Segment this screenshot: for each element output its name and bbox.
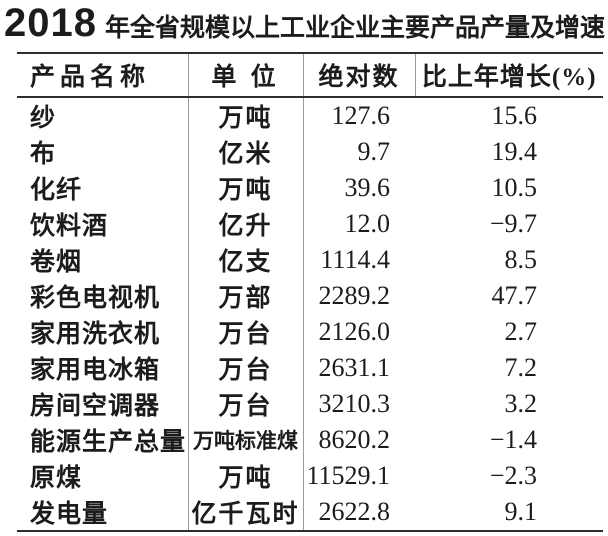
table-row: 原煤 万吨 11529.1 −2.3 [17, 458, 603, 494]
product-name-cell: 卷烟 [17, 242, 189, 278]
absolute-value-cell: 8620.2 [318, 425, 391, 454]
col-header-unit: 单 位 [188, 53, 304, 98]
growth-cell: 3.2 [504, 389, 538, 418]
absolute-value-cell: 9.7 [357, 137, 391, 166]
title-year: 2018 [4, 1, 97, 45]
table-header-row: 产品名称 单 位 绝对数 比上年增长(%) [17, 53, 603, 98]
absolute-value-cell: 1114.4 [320, 245, 390, 274]
growth-cell: 2.7 [504, 317, 538, 346]
table-row: 家用电冰箱 万台 2631.1 7.2 [17, 350, 603, 386]
growth-cell: 47.7 [491, 281, 538, 310]
table-row: 能源生产总量 万吨标准煤 8620.2 −1.4 [17, 422, 603, 458]
absolute-value-cell: 127.6 [331, 101, 391, 130]
table-row: 化纤 万吨 39.6 10.5 [17, 170, 603, 206]
product-name-cell: 发电量 [17, 494, 189, 531]
absolute-value-cell: 2622.8 [318, 497, 391, 526]
col-header-product-name: 产品名称 [17, 53, 189, 98]
col-header-yoy-growth: 比上年增长(%) [415, 53, 603, 98]
growth-cell: −9.7 [489, 209, 537, 238]
growth-cell: −2.3 [489, 461, 537, 490]
table-body: 纱万吨 127.6 15.6 布亿米 9.7 19.4 化纤 万吨 39.6 10.5 饮料酒 亿升 1… [17, 97, 603, 531]
unit-cell: 万部 [188, 278, 304, 314]
unit-cell: 亿升 [188, 206, 304, 242]
products-output-table: 产品名称 单 位 绝对数 比上年增长(%) 纱万吨 127.6 15.6 布亿米 9.7… [17, 52, 603, 532]
absolute-value-cell: 39.6 [344, 173, 391, 202]
absolute-value-cell: 2631.1 [318, 353, 391, 382]
product-name-cell: 家用洗衣机 [17, 314, 189, 350]
product-name-cell: 化纤 [17, 170, 189, 206]
table-row: 布亿米 9.7 19.4 [17, 134, 603, 170]
unit-cell: 亿千瓦时 [188, 494, 304, 531]
product-name-cell: 能源生产总量 [17, 422, 189, 458]
absolute-value-cell: 12.0 [344, 209, 391, 238]
col-header-absolute-value: 绝对数 [303, 53, 416, 98]
growth-cell: 9.1 [504, 497, 538, 526]
absolute-value-cell: 2126.0 [318, 317, 391, 346]
table-row: 饮料酒 亿升 12.0 −9.7 [17, 206, 603, 242]
growth-cell: 19.4 [491, 137, 538, 166]
product-name-cell: 原煤 [17, 458, 189, 494]
page-title: 2018 年全省规模以上工业企业主要产品产量及增速 [4, 0, 605, 52]
growth-cell: −1.4 [489, 425, 537, 454]
unit-cell: 万吨 [188, 170, 304, 206]
unit-cell: 万台 [188, 386, 304, 422]
table-row: 发电量 亿千瓦时 2622.8 9.1 [17, 494, 603, 531]
product-name-cell: 纱 [17, 97, 189, 134]
absolute-value-cell: 3210.3 [318, 389, 391, 418]
unit-cell: 万台 [188, 350, 304, 386]
product-name-cell: 家用电冰箱 [17, 350, 189, 386]
growth-cell: 10.5 [491, 173, 538, 202]
unit-cell: 亿米 [188, 134, 304, 170]
table-row: 房间空调器 万台 3210.3 3.2 [17, 386, 603, 422]
growth-cell: 15.6 [491, 101, 538, 130]
title-text: 年全省规模以上工业企业主要产品产量及增速 [104, 15, 605, 42]
table-row: 卷烟 亿支 1114.4 8.5 [17, 242, 603, 278]
unit-cell: 万吨标准煤 [188, 422, 304, 458]
table-row: 纱万吨 127.6 15.6 [17, 97, 603, 134]
product-name-cell: 房间空调器 [17, 386, 189, 422]
unit-cell: 万台 [188, 314, 304, 350]
product-name-cell: 布 [17, 134, 189, 170]
absolute-value-cell: 11529.1 [306, 461, 390, 490]
growth-cell: 8.5 [504, 245, 538, 274]
table-row: 彩色电视机 万部 2289.2 47.7 [17, 278, 603, 314]
table-row: 家用洗衣机 万台 2126.0 2.7 [17, 314, 603, 350]
unit-cell: 万吨 [188, 458, 304, 494]
product-name-cell: 饮料酒 [17, 206, 189, 242]
product-name-cell: 彩色电视机 [17, 278, 189, 314]
unit-cell: 万吨 [188, 97, 304, 134]
growth-cell: 7.2 [504, 353, 538, 382]
absolute-value-cell: 2289.2 [318, 281, 391, 310]
unit-cell: 亿支 [188, 242, 304, 278]
